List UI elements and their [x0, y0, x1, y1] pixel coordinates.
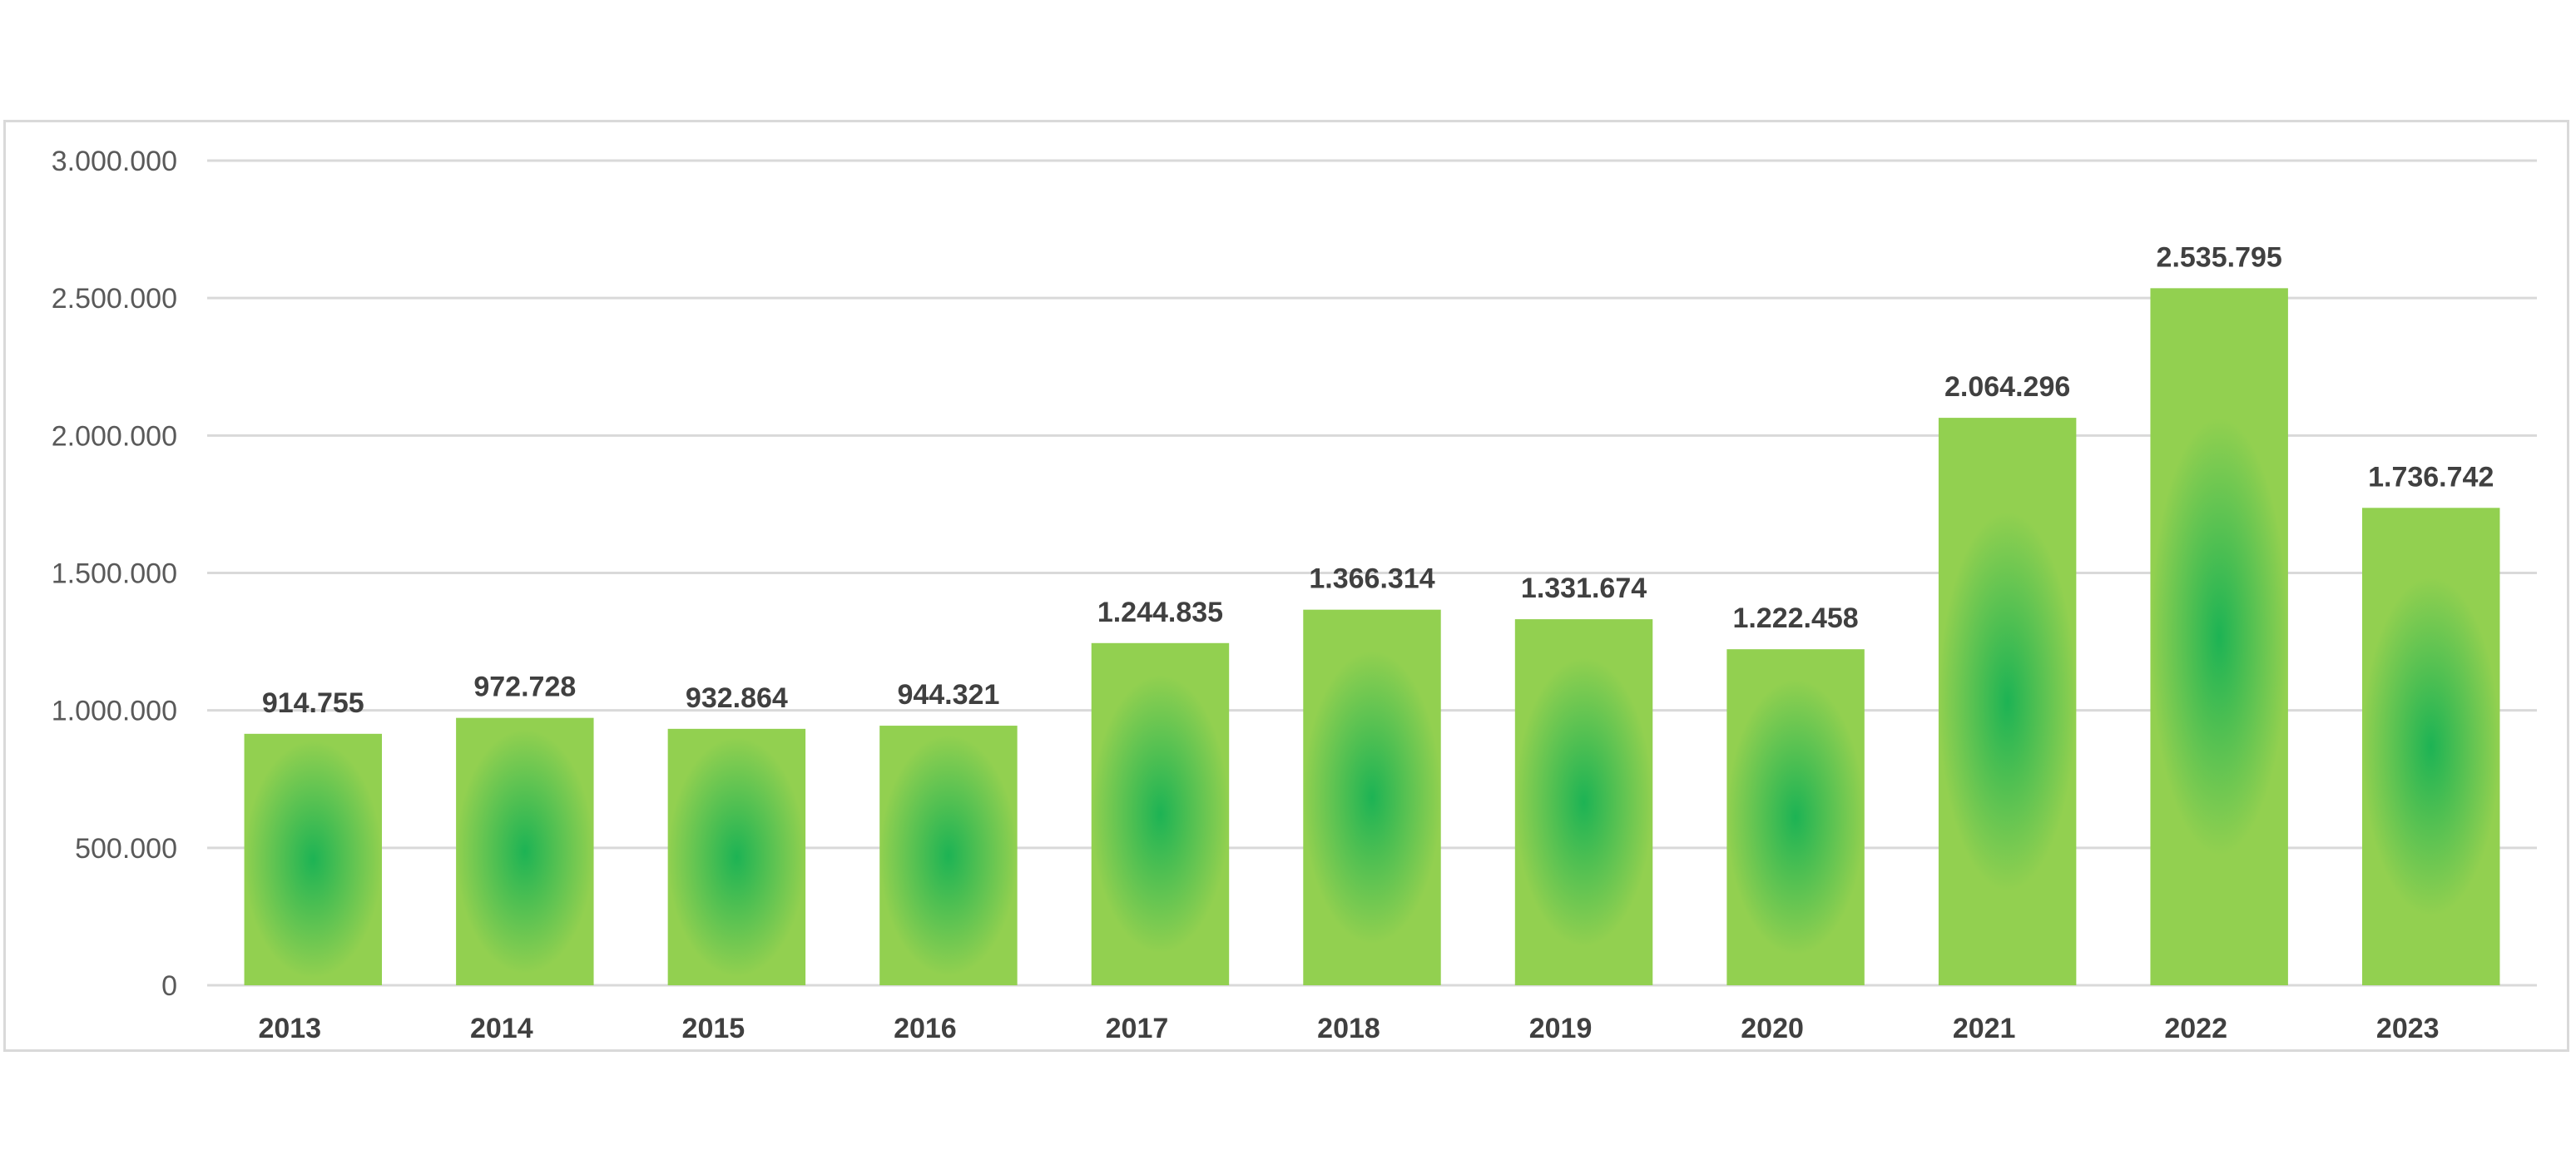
data-label-2015: 932.864	[686, 682, 788, 714]
y-tick-label: 2.000.000	[52, 420, 177, 452]
x-tick-label-2019: 2019	[1529, 1013, 1593, 1044]
data-label-2018: 1.366.314	[1309, 563, 1434, 595]
y-axis: 0 500.000 1.000.000 1.500.000 2.000.000 2.500…	[52, 146, 177, 1002]
y-tick-label: 1.000.000	[52, 696, 177, 727]
chart-frame: 0 500.000 1.000.000 1.500.000 2.000.000 2.500…	[3, 120, 2569, 1052]
x-axis: 2013 2014 2015 2016 2017 2018 2019 2020 2021 2022…	[258, 1013, 2439, 1044]
x-tick-label-2013: 2013	[258, 1013, 321, 1044]
bar-2021	[1938, 418, 2077, 985]
data-label-2013: 914.755	[262, 687, 364, 719]
bar-2018	[1303, 609, 1441, 985]
bars	[244, 288, 2500, 985]
data-label-2014: 972.728	[473, 672, 576, 703]
x-tick-label-2015: 2015	[682, 1013, 746, 1044]
data-label-2019: 1.331.674	[1521, 573, 1647, 604]
bar-2013	[244, 733, 382, 985]
data-labels: 914.755 972.728 932.864 944.321 1.244.835 1.3…	[262, 241, 2494, 718]
bar-chart: 0 500.000 1.000.000 1.500.000 2.000.000 2.500…	[52, 146, 2537, 1044]
y-tick-label: 1.500.000	[52, 558, 177, 590]
bar-2015	[667, 728, 806, 985]
bar-2016	[879, 726, 1018, 985]
x-tick-label-2023: 2023	[2376, 1013, 2440, 1044]
x-tick-label-2014: 2014	[470, 1013, 533, 1044]
data-label-2017: 1.244.835	[1097, 597, 1223, 628]
data-label-2021: 2.064.296	[1944, 371, 2070, 403]
data-label-2023: 1.736.742	[2368, 461, 2494, 493]
data-label-2022: 2.535.795	[2157, 241, 2282, 273]
bar-2014	[456, 717, 594, 985]
y-tick-label: 500.000	[75, 833, 177, 865]
x-tick-label-2021: 2021	[1953, 1013, 2016, 1044]
x-tick-label-2017: 2017	[1106, 1013, 1169, 1044]
y-tick-label: 0	[161, 970, 177, 1002]
x-tick-label-2022: 2022	[2164, 1013, 2227, 1044]
bar-2023	[2362, 508, 2500, 985]
data-label-2016: 944.321	[897, 679, 999, 711]
bar-2020	[1726, 649, 1865, 985]
bar-2019	[1514, 619, 1653, 985]
x-tick-label-2016: 2016	[894, 1013, 957, 1044]
data-label-2020: 1.222.458	[1732, 602, 1858, 634]
y-tick-label: 2.500.000	[52, 283, 177, 315]
x-tick-label-2020: 2020	[1741, 1013, 1804, 1044]
y-tick-label: 3.000.000	[52, 146, 177, 177]
bar-2022	[2150, 288, 2288, 985]
x-tick-label-2018: 2018	[1317, 1013, 1380, 1044]
bar-2017	[1091, 642, 1230, 985]
